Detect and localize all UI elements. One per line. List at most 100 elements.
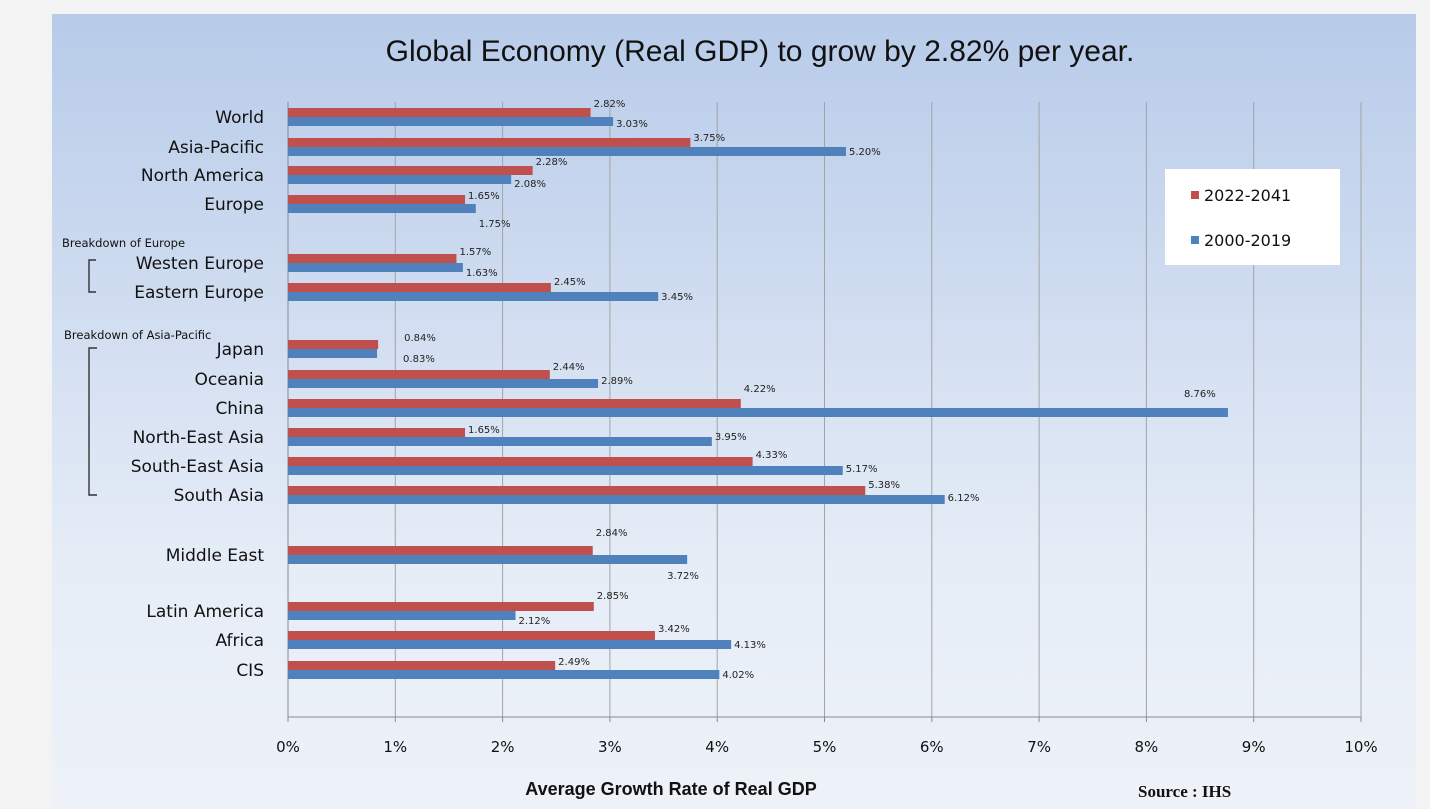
bar-blue — [288, 437, 712, 446]
category-label: World — [215, 108, 264, 128]
category-label: North America — [141, 166, 264, 186]
bar-red — [288, 661, 556, 670]
bracket-europe — [88, 259, 96, 293]
bar-red — [288, 486, 866, 495]
bar-blue — [288, 117, 614, 126]
bar-red — [288, 166, 533, 175]
category-label: Latin America — [146, 602, 264, 622]
bar-blue — [288, 175, 512, 184]
category-label: Middle East — [166, 546, 265, 566]
data-label: 0.83% — [403, 354, 435, 365]
bar-blue — [288, 263, 463, 272]
x-tick-label-6: 6% — [920, 738, 944, 756]
x-tick-label-4: 4% — [705, 738, 729, 756]
x-tick-label-8: 8% — [1135, 738, 1159, 756]
data-label: 2.44% — [553, 362, 585, 373]
data-label: 4.02% — [722, 670, 754, 681]
bar-blue — [288, 495, 945, 504]
data-label: 1.75% — [479, 219, 511, 230]
legend-box — [1165, 169, 1340, 265]
bar-red — [288, 631, 655, 640]
bar-red — [288, 340, 379, 349]
legend: 2022-2041 2000-2019 — [1165, 169, 1340, 265]
x-tick-label-2: 2% — [491, 738, 515, 756]
bar-blue — [288, 611, 516, 620]
data-label: 3.72% — [667, 571, 699, 582]
bar-red — [288, 546, 593, 555]
bar-red — [288, 254, 457, 263]
category-label: Westen Europe — [136, 254, 264, 274]
data-label: 4.33% — [756, 450, 788, 461]
data-label: 3.42% — [658, 624, 690, 635]
data-label: 3.75% — [693, 133, 725, 144]
data-label: 2.85% — [597, 591, 629, 602]
x-tick-label-1: 1% — [383, 738, 407, 756]
data-label: 6.12% — [948, 493, 980, 504]
x-tick-label-9: 9% — [1242, 738, 1266, 756]
category-label: South-East Asia — [131, 457, 264, 477]
data-label: 3.03% — [616, 119, 648, 130]
legend-label-2000-2019: 2000-2019 — [1204, 231, 1291, 250]
data-label: 2.12% — [518, 616, 550, 627]
group-brackets: Breakdown of Europe Breakdown of Asia-Pac… — [62, 236, 211, 496]
data-label: 2.45% — [554, 277, 586, 288]
data-label: 2.84% — [596, 528, 628, 539]
data-label: 1.63% — [466, 268, 498, 279]
data-label: 2.08% — [514, 179, 546, 190]
legend-label-2022-2041: 2022-2041 — [1204, 186, 1291, 205]
x-tick-label-7: 7% — [1027, 738, 1051, 756]
category-label: North-East Asia — [133, 428, 264, 448]
data-label: 5.38% — [868, 480, 900, 491]
data-label: 3.95% — [715, 432, 747, 443]
data-label: 2.28% — [536, 157, 568, 168]
bar-blue — [288, 670, 720, 679]
bar-blue — [288, 379, 599, 388]
bar-blue — [288, 349, 378, 358]
data-label: 3.45% — [661, 292, 693, 303]
category-label: Europe — [204, 195, 264, 215]
data-label: 2.82% — [594, 99, 626, 110]
bar-blue — [288, 292, 659, 301]
x-tick-labels: 0% 1% 2% 3% 4% 5% 6% 7% 8% 9% 10% — [276, 738, 1378, 756]
category-label: Asia-Pacific — [168, 138, 264, 158]
category-label: China — [215, 399, 264, 419]
data-label: 4.22% — [744, 384, 776, 395]
bar-blue — [288, 555, 688, 564]
x-axis-title: Average Growth Rate of Real GDP — [525, 779, 816, 799]
category-labels: World Asia-Pacific North America Europe West… — [131, 108, 265, 681]
bar-red — [288, 399, 741, 408]
bar-blue — [288, 147, 846, 156]
bar-red — [288, 428, 466, 437]
chart-title: Global Economy (Real GDP) to grow by 2.8… — [386, 35, 1135, 68]
data-label: 5.17% — [846, 464, 878, 475]
bar-red — [288, 370, 550, 379]
x-tick-label-0: 0% — [276, 738, 300, 756]
data-label: 1.57% — [459, 247, 491, 258]
legend-swatch-2022-2041 — [1191, 191, 1199, 199]
chart-panel: Global Economy (Real GDP) to grow by 2.8… — [52, 14, 1416, 809]
bars: 2.82% 3.75% 2.28% 1.65% 1.57% 2.45% 0.84% 2.44%… — [288, 99, 1228, 681]
bar-red — [288, 138, 691, 147]
legend-swatch-2000-2019 — [1191, 236, 1199, 244]
data-label: 5.20% — [849, 147, 881, 158]
group-label-europe: Breakdown of Europe — [62, 236, 185, 250]
x-tick-label-5: 5% — [813, 738, 837, 756]
category-label: Africa — [216, 631, 265, 651]
category-label: South Asia — [174, 486, 264, 506]
chart: Global Economy (Real GDP) to grow by 2.8… — [62, 35, 1378, 801]
category-label: Japan — [216, 340, 264, 360]
data-label: 8.76% — [1184, 389, 1216, 400]
bar-red — [288, 108, 591, 117]
data-label: 2.89% — [601, 376, 633, 387]
bar-red — [288, 602, 594, 611]
bar-red — [288, 457, 753, 466]
bar-red — [288, 283, 551, 292]
bar-blue — [288, 466, 843, 475]
source-note: Source : IHS — [1138, 782, 1231, 801]
group-label-asia-pacific: Breakdown of Asia-Pacific — [64, 328, 211, 342]
bar-blue — [288, 204, 476, 213]
x-tick-label-10: 10% — [1344, 738, 1377, 756]
bar-blue — [288, 408, 1228, 417]
data-label: 4.13% — [734, 640, 766, 651]
category-label: Eastern Europe — [134, 283, 264, 303]
